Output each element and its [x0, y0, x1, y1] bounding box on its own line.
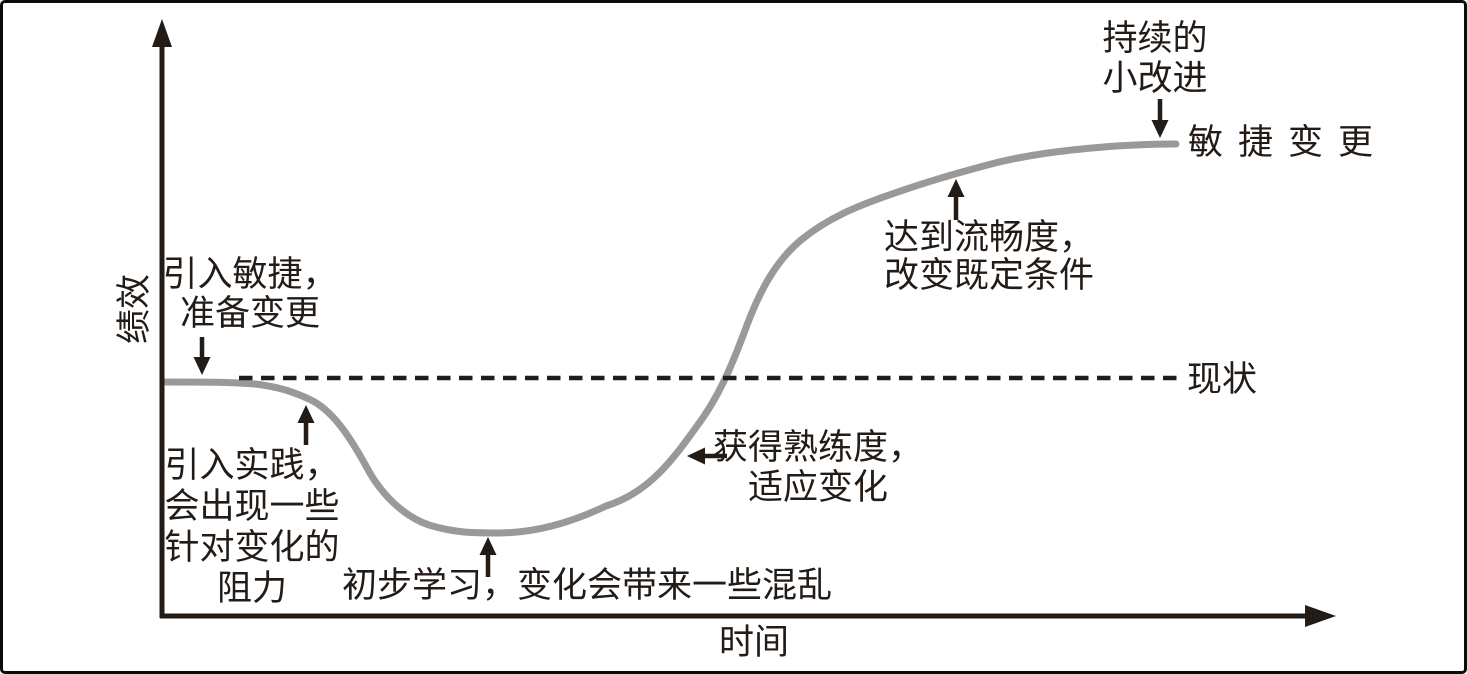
annotation-continuous-improvement: 持续的 小改进: [1095, 19, 1215, 99]
initial-learning-arrow: [479, 537, 497, 577]
performance-curve: [162, 140, 1180, 537]
annotation-line: 持续的: [1102, 19, 1208, 58]
annotation-gain-proficiency: 获得熟练度， 适应变化: [708, 428, 928, 508]
reach-fluency-arrow: [947, 179, 965, 220]
annotation-intro-agile: 引入敏捷， 准备变更: [150, 255, 350, 333]
annotation-line: 会出现一些: [164, 487, 340, 526]
x-axis: [160, 605, 1336, 627]
annotation-line: 适应变化: [747, 468, 888, 507]
intro-practice-arrow: [297, 405, 315, 445]
annotation-line: 引入实践，: [164, 446, 340, 485]
annotation-line: 阻力: [216, 569, 287, 608]
annotation-initial-learning: 初步学习，变化会带来一些混乱: [342, 566, 902, 606]
continuous-improvement-arrow: [1151, 99, 1169, 138]
annotation-line: 达到流畅度，: [883, 218, 1094, 257]
annotation-intro-practice: 引入实践， 会出现一些 针对变化的 阻力: [152, 445, 352, 609]
annotation-line: 改变既定条件: [883, 256, 1094, 295]
x-axis-arrowhead: [1305, 605, 1336, 627]
gain-proficiency-arrow: [687, 447, 727, 465]
annotation-line: 初步学习，变化会带来一些混乱: [342, 566, 833, 605]
x-axis-label: 时间: [718, 623, 789, 662]
annotation-line: 获得熟练度，: [712, 428, 923, 467]
annotation-line: 引入敏捷，: [162, 255, 338, 294]
annotation-line: 小改进: [1102, 59, 1208, 98]
annotation-reach-fluency: 达到流畅度， 改变既定条件: [874, 219, 1104, 295]
annotation-line: 准备变更: [179, 294, 320, 333]
y-axis-arrowhead: [152, 19, 172, 47]
annotation-line: 针对变化的: [164, 528, 340, 567]
status-quo-label: 现状: [1187, 360, 1258, 399]
y-axis-label: 绩效: [115, 274, 154, 345]
intro-agile-arrow: [193, 337, 211, 375]
y-axis: [152, 19, 172, 618]
curve-end-label: 敏捷变更: [1188, 123, 1389, 162]
diagram-canvas: [152, 19, 1336, 627]
